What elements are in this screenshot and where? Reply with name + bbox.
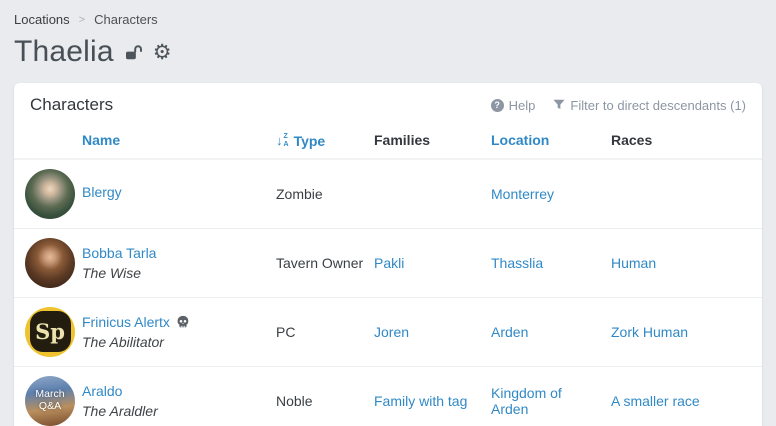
avatar-araldo[interactable]: March Q&A — [25, 375, 75, 426]
family-link[interactable]: Joren — [374, 323, 410, 340]
family-link[interactable]: Pakli — [374, 254, 405, 271]
table-header-row: Name ↓ Z A Type — [14, 125, 762, 160]
location-link[interactable]: Monterrey — [491, 185, 555, 202]
column-families: Families — [374, 125, 491, 160]
panel-title: Characters — [30, 95, 114, 114]
page-title: Thaelia — [14, 35, 114, 68]
race-link[interactable]: A smaller race — [611, 392, 700, 409]
family-link[interactable]: Family with tag — [374, 392, 468, 409]
table-row: Sp Frinicus Alertx — [14, 297, 762, 367]
table-row: Blergy Zombie Monterrey — [14, 158, 762, 229]
filter-label: Filter to direct descendants (1) — [570, 97, 746, 113]
panel-header: Characters ? Help Filter to direct desce… — [14, 83, 762, 125]
breadcrumb: Locations > Characters — [14, 10, 762, 33]
avatar-frinicus-alertx[interactable]: Sp — [25, 306, 75, 357]
character-name-link[interactable]: Araldo — [82, 382, 123, 399]
breadcrumb-characters[interactable]: Characters — [94, 12, 158, 27]
type-cell: Tavern Owner — [276, 254, 364, 271]
type-cell: PC — [276, 323, 296, 340]
column-races: Races — [611, 125, 762, 160]
dead-skull-icon — [176, 315, 190, 329]
lock-open-icon[interactable] — [125, 44, 142, 60]
breadcrumb-separator-icon: > — [78, 13, 86, 26]
column-type-label: Type — [293, 132, 326, 149]
filter-funnel-icon — [553, 98, 565, 113]
column-type[interactable]: ↓ Z A Type — [276, 125, 374, 160]
characters-table: Name ↓ Z A Type — [14, 125, 762, 426]
sort-alpha-desc-icon: ↓ Z A — [276, 133, 289, 148]
race-link[interactable]: Zork Human — [611, 323, 689, 340]
characters-panel: Characters ? Help Filter to direct desce… — [14, 83, 762, 426]
panel-header-actions: ? Help Filter to direct descendants (1) — [490, 97, 746, 113]
character-name-link[interactable]: Blergy — [82, 183, 122, 200]
sp-logo: Sp — [29, 311, 71, 352]
help-icon: ? — [490, 98, 504, 112]
avatar-text-line: March — [35, 387, 65, 400]
character-name-link[interactable]: Bobba Tarla — [82, 244, 157, 261]
race-link[interactable]: Human — [611, 254, 657, 271]
character-title: The Abilitator — [82, 333, 164, 350]
help-link[interactable]: ? Help — [490, 97, 536, 113]
column-name-label: Name — [82, 132, 121, 149]
character-name-link[interactable]: Frinicus Alertx — [82, 313, 170, 330]
type-cell: Zombie — [276, 185, 323, 202]
table-row: Bobba Tarla The Wise Tavern Owner Pakli … — [14, 228, 762, 298]
character-title: The Wise — [82, 264, 142, 281]
title-row: Thaelia ⚙︎ — [14, 33, 762, 83]
breadcrumb-locations[interactable]: Locations — [14, 12, 70, 27]
location-link[interactable]: Thasslia — [491, 254, 544, 271]
type-cell: Noble — [276, 392, 313, 409]
avatar-blergy[interactable] — [25, 168, 75, 219]
column-location[interactable]: Location — [491, 125, 611, 160]
column-location-label: Location — [491, 132, 550, 149]
filter-descendants-toggle[interactable]: Filter to direct descendants (1) — [553, 98, 746, 113]
help-label: Help — [508, 97, 536, 113]
column-name[interactable]: Name — [82, 125, 276, 160]
avatar-bobba-tarla[interactable] — [25, 237, 75, 288]
column-avatar — [14, 125, 82, 160]
character-title: The Araldler — [82, 402, 158, 419]
table-row: March Q&A Araldo The Araldler Noble Fami… — [14, 366, 762, 426]
location-link[interactable]: Arden — [491, 323, 529, 340]
settings-gear-icon[interactable]: ⚙︎ — [152, 40, 172, 64]
avatar-text-line: Q&A — [38, 399, 62, 412]
location-link[interactable]: Kingdom of Arden — [491, 384, 562, 417]
